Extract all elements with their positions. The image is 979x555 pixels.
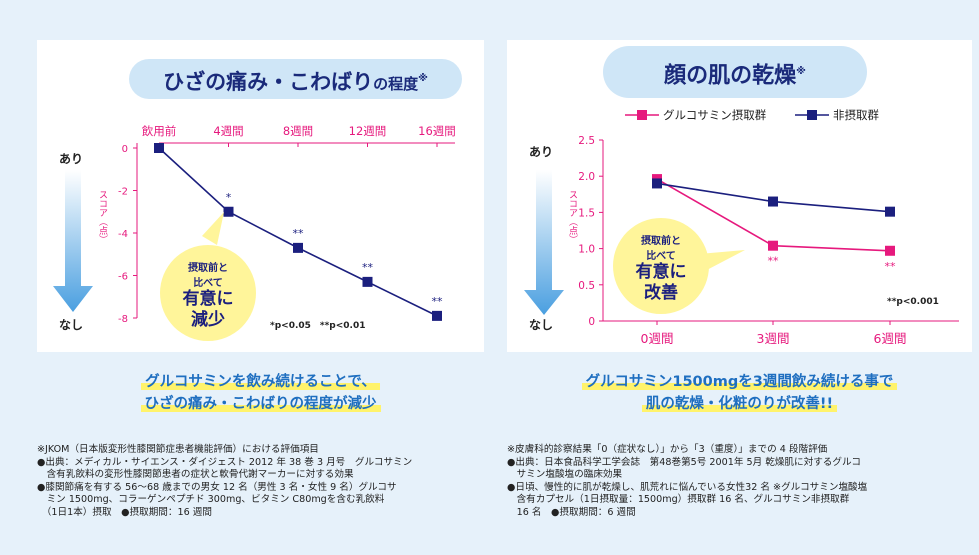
knee-callout-line2: 比べて <box>193 278 223 289</box>
knee-caption-line2: ひざの痛み・こわばりの程度が減少 <box>140 396 381 412</box>
knee-callout-line4: 減少 <box>191 310 225 330</box>
knee-data-point <box>432 310 442 321</box>
skin-x-tick-label: 3週間 <box>757 331 790 346</box>
knee-data-point <box>293 242 303 253</box>
knee-x-tick-label: 飲用前 <box>142 124 177 138</box>
knee-callout: 摂取前と 比べて 有意に 減少 <box>160 245 256 341</box>
skin-y-tick-label: 0.5 <box>578 280 595 292</box>
skin-significance-mark: ** <box>768 255 780 268</box>
skin-callout: 摂取前と 比べて 有意に 改善 <box>613 218 709 314</box>
knee-x-tick-label: 16週間 <box>418 124 456 138</box>
knee-title-main: ひざの痛み・こわばり <box>163 70 374 94</box>
skin-axis-top-label: あり <box>529 145 554 159</box>
skin-legend-marker <box>637 110 647 120</box>
skin-data-point <box>885 206 895 217</box>
skin-chart-panel: 顔の肌の乾燥※ グルコサミン摂取群 非摂取群 0 0.5 1.0 1.5 2.0 2.5 0週… <box>507 40 972 352</box>
knee-x-tick-label: 8週間 <box>283 124 313 138</box>
skin-legend-marker <box>807 110 817 120</box>
skin-y-tick-label: 0 <box>588 316 595 328</box>
skin-title-main: 顔の肌の乾燥 <box>664 63 797 89</box>
knee-callout-pointer <box>202 212 224 245</box>
skin-title-mark: ※ <box>796 66 806 77</box>
skin-callout-line4: 改善 <box>644 283 678 303</box>
skin-callout-pointer <box>699 250 745 272</box>
skin-level-arrow <box>524 170 564 315</box>
skin-callout-line3: 有意に <box>635 262 687 282</box>
knee-significance-mark: ** <box>362 261 374 274</box>
skin-y-tick-label: 2.0 <box>578 171 595 183</box>
skin-callout-line1: 摂取前と <box>641 236 681 247</box>
knee-axis-bottom-label: なし <box>59 318 84 332</box>
knee-level-arrow <box>53 170 93 312</box>
knee-y-tick-label: -6 <box>118 272 128 283</box>
skin-caption-line2: 肌の乾燥・化粧のりが改善!! <box>641 396 838 412</box>
knee-callout-line1: 摂取前と <box>188 263 228 274</box>
knee-title-mark: ※ <box>418 73 428 84</box>
knee-y-tick-label: -4 <box>118 229 128 240</box>
knee-axis-unit: スコア（点） <box>97 190 107 244</box>
skin-legend-label: 非摂取群 <box>833 108 879 122</box>
skin-y-tick-label: 2.5 <box>578 135 595 147</box>
skin-data-point <box>768 196 778 207</box>
knee-y-tick-label: -2 <box>118 187 128 198</box>
skin-source-notes: ※皮膚科的診察結果「0（症状なし）」から「3（重度）」までの 4 段階評価 ●出… <box>507 444 868 518</box>
skin-caption-line1: グルコサミン1500mgを3週間飲み続ける事で <box>581 374 898 390</box>
skin-significance-note: **p<0.001 <box>887 297 939 307</box>
skin-x-tick-label: 0週間 <box>641 331 674 346</box>
knee-significance-mark: * <box>226 191 232 204</box>
knee-title-small: の程度 <box>373 75 419 93</box>
knee-significance-mark: ** <box>293 227 305 240</box>
knee-axis-top-label: あり <box>59 152 84 166</box>
knee-data-point <box>154 143 164 153</box>
knee-data-point <box>362 276 373 287</box>
knee-data-point <box>223 206 234 217</box>
skin-chart-title: 顔の肌の乾燥※ <box>603 46 867 98</box>
knee-significance-mark: ** <box>432 295 444 308</box>
skin-caption: グルコサミン1500mgを3週間飲み続ける事で 肌の乾燥・化粧のりが改善!! <box>507 371 972 415</box>
knee-caption: グルコサミンを飲み続けることで、 ひざの痛み・こわばりの程度が減少 <box>37 371 484 415</box>
skin-chart-svg: グルコサミン摂取群 非摂取群 0 0.5 1.0 1.5 2.0 2.5 0週間 3週間 6週間 *… <box>524 108 959 346</box>
skin-significance-mark: ** <box>885 260 897 273</box>
skin-y-tick-label: 1.0 <box>578 244 595 256</box>
skin-callout-line2: 比べて <box>646 251 676 262</box>
knee-y-tick-label: 0 <box>122 144 128 155</box>
knee-chart-title: ひざの痛み・こわばりの程度※ <box>129 59 462 99</box>
skin-y-tick-label: 1.5 <box>578 207 595 219</box>
knee-x-tick-label: 12週間 <box>349 124 387 138</box>
skin-x-tick-label: 6週間 <box>874 331 907 346</box>
knee-x-tick-label: 4週間 <box>213 124 243 138</box>
knee-callout-line3: 有意に <box>182 289 234 309</box>
skin-axis-unit: スコア（点） <box>567 190 577 244</box>
knee-y-tick-label: -8 <box>118 314 128 325</box>
knee-significance-note: *p<0.05 **p<0.01 <box>270 321 366 331</box>
knee-chart-panel: ひざの痛み・こわばりの程度※ 0 -2 -4 -6 -8 飲用前 4週間 8週間 12週間 16週… <box>37 40 484 352</box>
skin-data-point <box>768 240 778 251</box>
skin-legend-label: グルコサミン摂取群 <box>663 108 767 122</box>
knee-caption-line1: グルコサミンを飲み続けることで、 <box>141 374 380 390</box>
skin-data-point <box>652 178 662 189</box>
skin-axis-bottom-label: なし <box>529 318 554 332</box>
knee-source-notes: ※JKOM（日本版変形性膝関節症患者機能評価）における評価項目 ●出典：メディカ… <box>37 444 413 518</box>
skin-data-point <box>885 245 895 256</box>
